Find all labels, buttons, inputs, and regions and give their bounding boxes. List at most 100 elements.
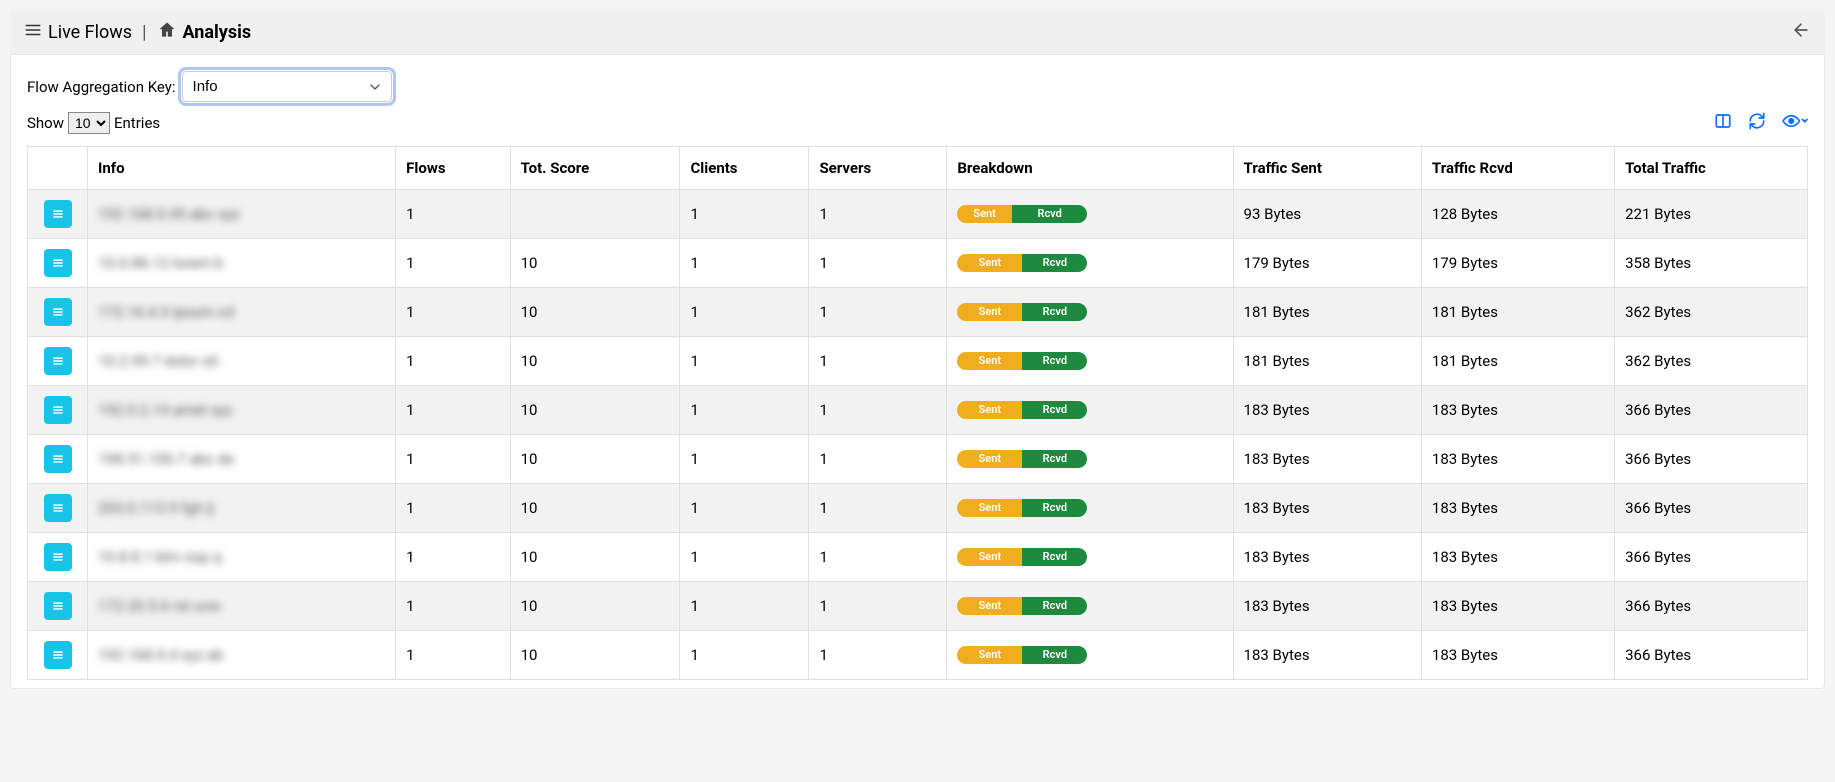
- row-details-button[interactable]: [44, 396, 72, 424]
- cell-breakdown: SentRcvd: [947, 533, 1233, 582]
- col-header-traffic-sent[interactable]: Traffic Sent: [1233, 147, 1421, 190]
- row-details-button[interactable]: [44, 494, 72, 522]
- breakdown-rcvd-segment: Rcvd: [1022, 401, 1087, 419]
- breakdown-sent-segment: Sent: [957, 548, 1022, 566]
- cell-breakdown: SentRcvd: [947, 288, 1233, 337]
- cell-traffic-rcvd: 183 Bytes: [1421, 533, 1614, 582]
- cell-total-traffic: 362 Bytes: [1615, 288, 1808, 337]
- col-header-total-traffic[interactable]: Total Traffic: [1615, 147, 1808, 190]
- cell-tot-score: 10: [510, 582, 680, 631]
- table-header-row: Info Flows Tot. Score Clients Servers Br…: [28, 147, 1808, 190]
- cell-tot-score: 10: [510, 484, 680, 533]
- home-icon[interactable]: [157, 20, 177, 44]
- cell-total-traffic: 362 Bytes: [1615, 337, 1808, 386]
- row-details-button[interactable]: [44, 592, 72, 620]
- row-details-button[interactable]: [44, 298, 72, 326]
- breakdown-sent-segment: Sent: [957, 254, 1022, 272]
- cell-breakdown: SentRcvd: [947, 337, 1233, 386]
- cell-tot-score: 10: [510, 337, 680, 386]
- info-text: 10.2.99.7 dolor sit: [98, 352, 218, 370]
- cell-breakdown: SentRcvd: [947, 190, 1233, 239]
- cell-info: 203.0.113.9 fgh ij: [88, 484, 396, 533]
- breakdown-sent-segment: Sent: [957, 499, 1022, 517]
- col-header-action: [28, 147, 88, 190]
- table-row: 172.20.5.6 rst uvw11011SentRcvd183 Bytes…: [28, 582, 1808, 631]
- info-text: 192.168.0.45 abc xyz: [98, 205, 240, 223]
- cell-total-traffic: 366 Bytes: [1615, 484, 1808, 533]
- breakdown-rcvd-segment: Rcvd: [1022, 352, 1087, 370]
- breakdown-rcvd-segment: Rcvd: [1022, 254, 1087, 272]
- cell-action: [28, 582, 88, 631]
- breakdown-bar: SentRcvd: [957, 254, 1087, 272]
- cell-total-traffic: 366 Bytes: [1615, 386, 1808, 435]
- info-text: 192.168.9.4 xyz ab: [98, 646, 223, 664]
- row-details-button[interactable]: [44, 200, 72, 228]
- cell-info: 192.0.2.14 amet xyz: [88, 386, 396, 435]
- info-text: 10.0.88.12 lorem b: [98, 254, 223, 272]
- visibility-dropdown-icon[interactable]: [1782, 112, 1808, 134]
- cell-action: [28, 631, 88, 680]
- entries-count-select[interactable]: 10: [68, 112, 110, 134]
- row-details-button[interactable]: [44, 249, 72, 277]
- table-row: 203.0.113.9 fgh ij11011SentRcvd183 Bytes…: [28, 484, 1808, 533]
- cell-info: 198.51.100.7 abc de: [88, 435, 396, 484]
- breakdown-rcvd-segment: Rcvd: [1022, 597, 1087, 615]
- info-text: 198.51.100.7 abc de: [98, 450, 234, 468]
- page-container: Live Flows | Analysis Flow Aggregation K…: [10, 10, 1825, 689]
- breakdown-bar: SentRcvd: [957, 597, 1087, 615]
- row-details-button[interactable]: [44, 641, 72, 669]
- cell-traffic-sent: 93 Bytes: [1233, 190, 1421, 239]
- breakdown-rcvd-segment: Rcvd: [1022, 646, 1087, 664]
- cell-clients: 1: [680, 239, 809, 288]
- cell-servers: 1: [809, 631, 947, 680]
- col-header-servers[interactable]: Servers: [809, 147, 947, 190]
- entries-suffix: Entries: [114, 114, 160, 132]
- breakdown-rcvd-segment: Rcvd: [1022, 499, 1087, 517]
- columns-icon[interactable]: [1714, 112, 1732, 134]
- aggregation-select[interactable]: Info: [182, 71, 392, 102]
- breadcrumb-current: Analysis: [183, 22, 252, 43]
- col-header-breakdown[interactable]: Breakdown: [947, 147, 1233, 190]
- cell-clients: 1: [680, 631, 809, 680]
- refresh-icon[interactable]: [1748, 112, 1766, 134]
- cell-flows: 1: [396, 190, 510, 239]
- breakdown-rcvd-segment: Rcvd: [1022, 303, 1087, 321]
- cell-traffic-sent: 183 Bytes: [1233, 631, 1421, 680]
- cell-info: 10.0.88.12 lorem b: [88, 239, 396, 288]
- row-details-button[interactable]: [44, 347, 72, 375]
- cell-tot-score: 10: [510, 533, 680, 582]
- breakdown-rcvd-segment: Rcvd: [1012, 205, 1087, 223]
- col-header-traffic-rcvd[interactable]: Traffic Rcvd: [1421, 147, 1614, 190]
- cell-action: [28, 435, 88, 484]
- breakdown-sent-segment: Sent: [957, 597, 1022, 615]
- row-details-button[interactable]: [44, 445, 72, 473]
- cell-clients: 1: [680, 337, 809, 386]
- table-row: 198.51.100.7 abc de11011SentRcvd183 Byte…: [28, 435, 1808, 484]
- cell-action: [28, 484, 88, 533]
- row-details-button[interactable]: [44, 543, 72, 571]
- breadcrumb-root[interactable]: Live Flows: [48, 22, 132, 43]
- cell-traffic-sent: 183 Bytes: [1233, 484, 1421, 533]
- cell-flows: 1: [396, 386, 510, 435]
- cell-breakdown: SentRcvd: [947, 631, 1233, 680]
- cell-action: [28, 239, 88, 288]
- col-header-flows[interactable]: Flows: [396, 147, 510, 190]
- cell-total-traffic: 366 Bytes: [1615, 435, 1808, 484]
- cell-tot-score: 10: [510, 631, 680, 680]
- breakdown-sent-segment: Sent: [957, 303, 1022, 321]
- cell-tot-score: 10: [510, 435, 680, 484]
- cell-traffic-rcvd: 183 Bytes: [1421, 582, 1614, 631]
- cell-clients: 1: [680, 288, 809, 337]
- cell-info: 172.16.4.3 ipsum cd: [88, 288, 396, 337]
- cell-total-traffic: 366 Bytes: [1615, 582, 1808, 631]
- breakdown-bar: SentRcvd: [957, 303, 1087, 321]
- back-arrow-icon[interactable]: [1791, 20, 1811, 44]
- col-header-clients[interactable]: Clients: [680, 147, 809, 190]
- col-header-tot-score[interactable]: Tot. Score: [510, 147, 680, 190]
- show-label: Show: [27, 114, 64, 132]
- col-header-info[interactable]: Info: [88, 147, 396, 190]
- flows-table: Info Flows Tot. Score Clients Servers Br…: [27, 146, 1808, 680]
- breakdown-bar: SentRcvd: [957, 548, 1087, 566]
- hamburger-menu-icon[interactable]: [24, 21, 42, 43]
- cell-traffic-sent: 183 Bytes: [1233, 386, 1421, 435]
